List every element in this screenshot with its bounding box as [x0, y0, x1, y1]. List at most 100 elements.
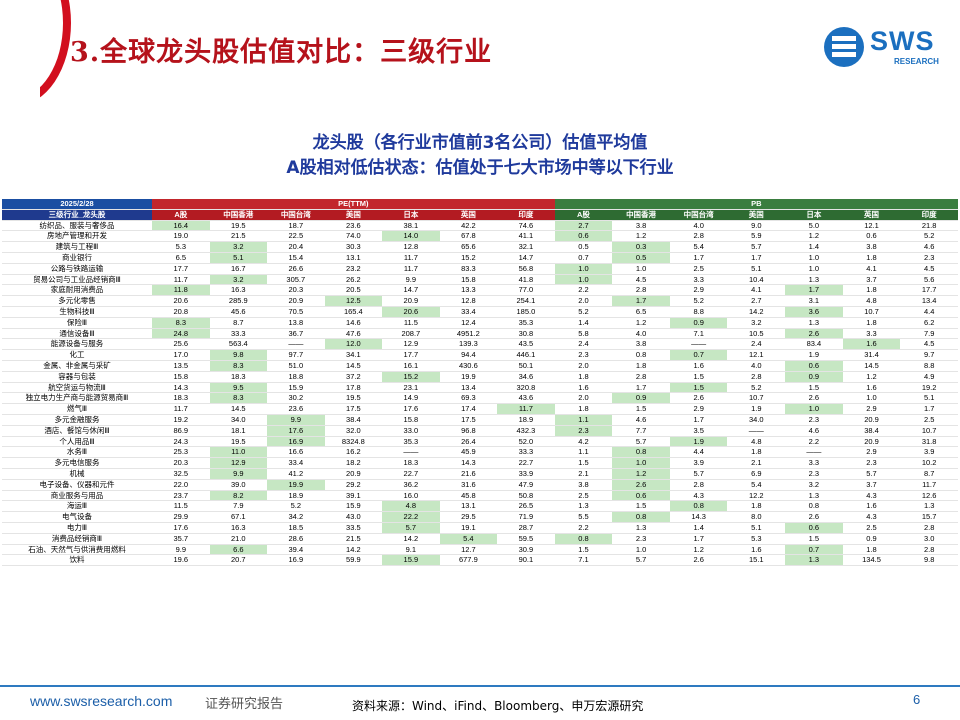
pb-value-cell: 5.6	[900, 274, 958, 286]
pb-value-cell: 11.7	[900, 479, 958, 491]
pb-value-cell: 1.6	[669, 360, 728, 372]
pb-value-cell: 1.3	[785, 317, 843, 329]
footer-url[interactable]: www.swsresearch.com	[30, 693, 173, 709]
table-row: 生物科技Ⅲ 20.8 45.6 70.5 165.4 20.6 33.4 185.0 5.2 6.…	[2, 306, 958, 318]
pb-value-cell: 1.0	[842, 392, 901, 405]
pb-value-cell: 1.6	[842, 500, 901, 513]
pe-value-cell: 5.1	[209, 252, 268, 264]
table-row: 商业服务与用品 23.7 8.2 18.9 39.1 16.0 45.8 50.8 2.5 0.6…	[2, 490, 958, 502]
pe-value-cell: 29.2	[324, 479, 383, 491]
pb-value-cell: 9.7	[900, 349, 958, 361]
pe-value-cell: 33.3	[497, 446, 555, 459]
pe-value-cell: 26.2	[324, 274, 383, 286]
pe-value-cell: 30.3	[324, 241, 383, 253]
pb-market-header: 中国香港	[612, 209, 670, 221]
pe-value-cell: 12.7	[439, 544, 498, 556]
pe-value-cell: 20.9	[267, 295, 325, 307]
pe-market-header: 印度	[497, 209, 555, 221]
industry-name: 消费品经销商Ⅲ	[2, 533, 153, 545]
pe-value-cell: 20.9	[382, 295, 440, 307]
industry-name: 纺织品、服装与奢侈品	[2, 220, 153, 232]
pe-value-cell: 5.4	[439, 533, 498, 545]
pe-value-cell: 33.9	[497, 468, 555, 480]
pe-value-cell: 34.2	[267, 511, 325, 523]
pe-value-cell: 15.9	[324, 500, 383, 513]
industry-name: 航空货运与物流Ⅲ	[2, 382, 153, 394]
pb-value-cell: 2.8	[727, 371, 786, 383]
pe-value-cell: 29.9	[152, 511, 210, 523]
table-row: 通信设备Ⅲ 24.8 33.3 36.7 47.6 208.7 4951.2 30.8 5.8 4…	[2, 328, 958, 340]
pb-value-cell: 0.6	[554, 230, 613, 243]
pb-value-cell: 1.9	[669, 436, 728, 448]
pe-value-cell: 35.7	[152, 533, 210, 545]
pb-value-cell: 3.3	[669, 274, 728, 286]
pe-value-cell: 23.7	[152, 490, 210, 502]
pb-value-cell: 2.0	[554, 392, 613, 405]
pb-value-cell: 5.7	[842, 468, 901, 480]
pb-value-cell: 3.7	[842, 274, 901, 286]
industry-name: 水务Ⅲ	[2, 446, 153, 459]
pb-value-cell: 0.6	[612, 490, 670, 502]
pb-value-cell: 1.8	[842, 252, 901, 264]
pe-value-cell: 19.5	[324, 392, 383, 405]
pe-value-cell: 19.0	[152, 230, 210, 243]
pb-value-cell: 1.5	[612, 403, 670, 415]
pe-value-cell: 86.9	[152, 425, 210, 437]
pb-value-cell: 2.7	[554, 220, 613, 232]
pb-value-cell: 4.0	[669, 220, 728, 232]
pe-value-cell: 59.5	[497, 533, 555, 545]
pe-value-cell: 11.7	[382, 252, 440, 264]
pe-group-header: PE(TTM)	[152, 199, 555, 210]
pe-value-cell: 19.2	[152, 414, 210, 426]
pe-value-cell: 8.2	[209, 490, 268, 502]
pb-value-cell: 10.5	[727, 328, 786, 340]
pb-value-cell: 0.5	[612, 252, 670, 264]
pe-value-cell: 69.3	[439, 392, 498, 405]
pe-value-cell: 83.3	[439, 263, 498, 275]
pe-value-cell: 20.9	[324, 468, 383, 480]
pe-value-cell: 11.0	[209, 446, 268, 459]
pb-value-cell: 2.6	[669, 554, 728, 567]
pe-value-cell: 45.9	[439, 446, 498, 459]
pb-value-cell: 4.6	[785, 425, 843, 437]
pb-value-cell: 1.0	[785, 403, 843, 415]
pe-market-header: 日本	[382, 209, 440, 221]
pb-value-cell: 5.2	[554, 306, 613, 318]
subtitle-line-1: 龙头股（各行业市值前3名公司）估值平均值	[312, 133, 648, 153]
pb-value-cell: 3.3	[842, 328, 901, 340]
pe-value-cell: 21.5	[209, 230, 268, 243]
pb-value-cell: 4.0	[612, 328, 670, 340]
pb-value-cell: 38.4	[842, 425, 901, 437]
table-row: 商业银行 6.5 5.1 15.4 13.1 11.7 15.2 14.7 0.7 0.5 1.7 1…	[2, 252, 958, 264]
pe-value-cell: 30.2	[267, 392, 325, 405]
pb-value-cell: ——	[727, 425, 786, 437]
pb-value-cell: 0.8	[612, 511, 670, 523]
pb-value-cell: 1.5	[785, 382, 843, 394]
industry-name: 海运Ⅲ	[2, 500, 153, 513]
pb-value-cell: 6.2	[900, 317, 958, 329]
pe-value-cell: 22.7	[382, 468, 440, 480]
pb-market-header: 中国台湾	[669, 209, 728, 221]
pb-value-cell: 2.6	[785, 392, 843, 405]
table-row: 机械 32.5 9.9 41.2 20.9 22.7 21.6 33.9 2.1 1.2 5.7 6.…	[2, 468, 958, 480]
pe-value-cell: 430.6	[439, 360, 498, 372]
pb-value-cell: 3.9	[900, 446, 958, 459]
pb-value-cell: 2.8	[669, 230, 728, 243]
pe-value-cell: 24.8	[152, 328, 210, 340]
pb-value-cell: 5.7	[612, 554, 670, 567]
pe-value-cell: 67.8	[439, 230, 498, 243]
pb-value-cell: 2.9	[669, 284, 728, 297]
pb-value-cell: 2.3	[554, 349, 613, 361]
pe-value-cell: 37.2	[324, 371, 383, 383]
pb-value-cell: 1.8	[554, 371, 613, 383]
pe-value-cell: 6.6	[209, 544, 268, 556]
table-row: 电气设备 29.9 67.1 34.2 43.0 22.2 29.5 71.9 5.5 0.8 14…	[2, 511, 958, 523]
industry-name: 独立电力生产商与能源贸易商Ⅲ	[2, 392, 153, 405]
pe-value-cell: 32.0	[324, 425, 383, 437]
pe-value-cell: 19.9	[439, 371, 498, 383]
industry-name: 饮料	[2, 554, 153, 567]
pb-value-cell: 3.8	[842, 241, 901, 253]
pb-value-cell: 1.9	[785, 349, 843, 361]
pb-value-cell: 1.7	[612, 295, 670, 307]
pe-value-cell: 90.1	[497, 554, 555, 567]
